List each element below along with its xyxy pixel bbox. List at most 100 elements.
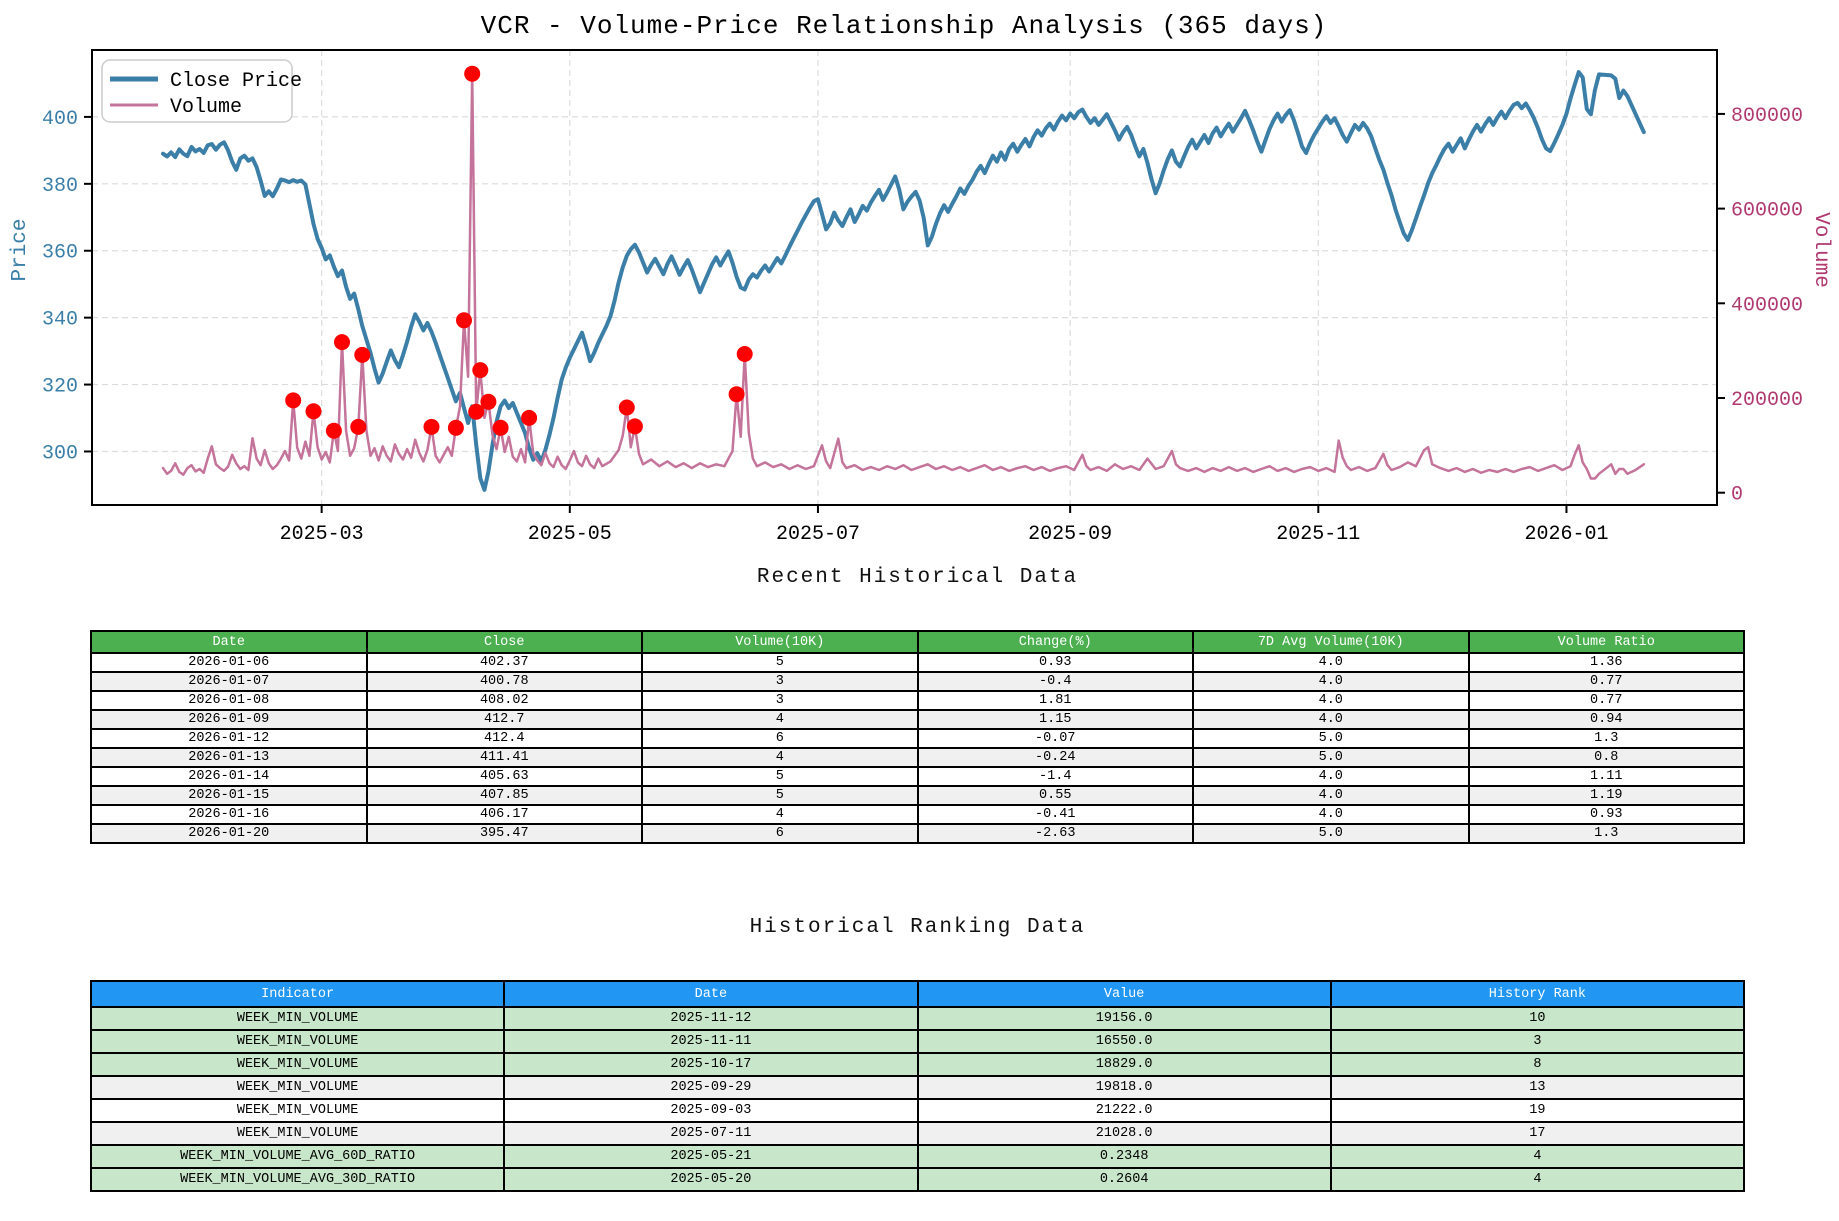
table-cell: 21028.0: [916, 1121, 1332, 1146]
table-cell: 2025-11-12: [503, 1006, 919, 1031]
table-cell: 0.2604: [916, 1167, 1332, 1192]
anomaly-dot: [728, 386, 745, 403]
table-cell: 4.0: [1192, 709, 1470, 730]
anomaly-dot: [334, 334, 350, 351]
table-header-row: Date Close Volume(10K) Change(%) 7D Avg Volu…: [90, 630, 1745, 654]
x-tick-label: 2026-01: [1524, 523, 1608, 546]
chart-legend: Close Price Volume: [101, 59, 302, 123]
table-header-row: Indicator Date Value History Rank: [89, 980, 1746, 1008]
table-cell: 408.02: [365, 690, 643, 711]
anomaly-dot: [521, 409, 538, 426]
table-cell: 0.93: [1467, 804, 1745, 825]
table-cell: 4: [1329, 1167, 1746, 1192]
table-cell: 17: [1329, 1121, 1746, 1146]
table-cell: 19818.0: [916, 1075, 1332, 1100]
column-header: Change(%): [916, 630, 1194, 654]
column-header: Date: [90, 630, 368, 654]
table-cell: 0.2348: [916, 1144, 1332, 1169]
anomaly-dot: [350, 418, 367, 435]
table-cell: 2026-01-06: [90, 652, 368, 673]
table-cell: 10: [1329, 1006, 1746, 1031]
x-tick-label: 2025-07: [776, 523, 860, 546]
table-cell: 3: [1329, 1029, 1746, 1054]
table-cell: 1.19: [1467, 785, 1745, 806]
table-cell: 2026-01-09: [90, 709, 368, 730]
anomaly-dot: [305, 403, 322, 420]
price-tick-label: 360: [42, 242, 78, 265]
table-cell: 5.0: [1192, 823, 1470, 844]
anomaly-dot: [626, 418, 643, 435]
table-row: WEEK_MIN_VOLUME 2025-09-03 21222.0 19: [89, 1098, 1746, 1123]
table-cell: 411.41: [365, 747, 643, 768]
table-cell: 0.77: [1467, 690, 1745, 711]
table-cell: WEEK_MIN_VOLUME: [89, 1006, 506, 1031]
table-cell: 6: [641, 728, 919, 749]
table-cell: 4.0: [1192, 671, 1470, 692]
table-cell: 4.0: [1192, 690, 1470, 711]
volume-tick-label: 800000: [1731, 105, 1803, 128]
table-cell: 0.77: [1467, 671, 1745, 692]
ranking-data-title: Historical Ranking Data: [749, 916, 1086, 939]
anomaly-dot: [456, 312, 472, 329]
table-cell: 2026-01-14: [90, 766, 368, 787]
table-cell: 5.0: [1192, 728, 1470, 749]
table-row: 2026-01-08 408.02 3 1.81 4.0 0.77: [90, 690, 1745, 711]
price-axis-label: Price: [9, 218, 32, 281]
legend-close-price-label: Close Price: [170, 70, 302, 93]
table-row: 2026-01-16 406.17 4 -0.41 4.0 0.93: [90, 804, 1745, 825]
table-cell: 2025-11-11: [503, 1029, 919, 1054]
table-cell: 4.0: [1192, 766, 1470, 787]
table-row: 2026-01-20 395.47 6 -2.63 5.0 1.3: [90, 823, 1745, 844]
table-cell: 4.0: [1192, 785, 1470, 806]
anomaly-dot: [468, 403, 485, 420]
table-cell: 395.47: [365, 823, 643, 844]
table-cell: 4.0: [1192, 652, 1470, 673]
column-header: Date: [503, 980, 919, 1008]
x-tick-label: 2025-09: [1028, 523, 1112, 546]
column-header: Volume(10K): [641, 630, 919, 654]
table-cell: 0.94: [1467, 709, 1745, 730]
table-row: 2026-01-12 412.4 6 -0.07 5.0 1.3: [90, 728, 1745, 749]
table-cell: 412.7: [365, 709, 643, 730]
table-cell: -0.07: [916, 728, 1194, 749]
column-header: Indicator: [89, 980, 506, 1008]
table-cell: WEEK_MIN_VOLUME_AVG_60D_RATIO: [89, 1144, 506, 1169]
table-cell: 18829.0: [916, 1052, 1332, 1077]
table-cell: 2025-05-21: [503, 1144, 919, 1169]
table-cell: 5: [641, 766, 919, 787]
chart-title: VCR - Volume-Price Relationship Analysis…: [481, 11, 1328, 41]
anomaly-dot: [285, 392, 302, 409]
anomaly-dot: [447, 419, 464, 436]
table-cell: 0.93: [916, 652, 1194, 673]
table-cell: 4: [641, 709, 919, 730]
anomaly-dot: [492, 419, 509, 436]
table-cell: 400.78: [365, 671, 643, 692]
table-cell: -0.41: [916, 804, 1194, 825]
anomaly-dots: [285, 65, 753, 439]
anomaly-dot: [354, 346, 371, 363]
table-cell: 402.37: [365, 652, 643, 673]
table-row: 2026-01-09 412.7 4 1.15 4.0 0.94: [90, 709, 1745, 730]
table-row: WEEK_MIN_VOLUME 2025-11-12 19156.0 10: [89, 1006, 1746, 1031]
table-row: 2026-01-13 411.41 4 -0.24 5.0 0.8: [90, 747, 1745, 768]
table-cell: 2026-01-16: [90, 804, 368, 825]
price-tick-label: 320: [42, 376, 78, 399]
table-cell: 2025-07-11: [503, 1121, 919, 1146]
table-cell: -0.24: [916, 747, 1194, 768]
table-cell: 2026-01-13: [90, 747, 368, 768]
table-cell: 0.55: [916, 785, 1194, 806]
table-row: 2026-01-15 407.85 5 0.55 4.0 1.19: [90, 785, 1745, 806]
volume-tick-label: 0: [1731, 484, 1743, 507]
price-tick-label: 380: [42, 175, 78, 198]
table-cell: 407.85: [365, 785, 643, 806]
table-cell: WEEK_MIN_VOLUME: [89, 1121, 506, 1146]
anomaly-dot: [736, 346, 753, 362]
anomaly-dot: [472, 362, 489, 379]
table-cell: 8: [1329, 1052, 1746, 1077]
table-cell: 1.11: [1467, 766, 1745, 787]
table-cell: 2026-01-08: [90, 690, 368, 711]
axis-ticks: 300 320 340 360 380 400 0 200000 400000 600000 800…: [42, 105, 1803, 546]
recent-data-title: Recent Historical Data: [756, 566, 1079, 589]
table-cell: 2025-05-20: [503, 1167, 919, 1192]
